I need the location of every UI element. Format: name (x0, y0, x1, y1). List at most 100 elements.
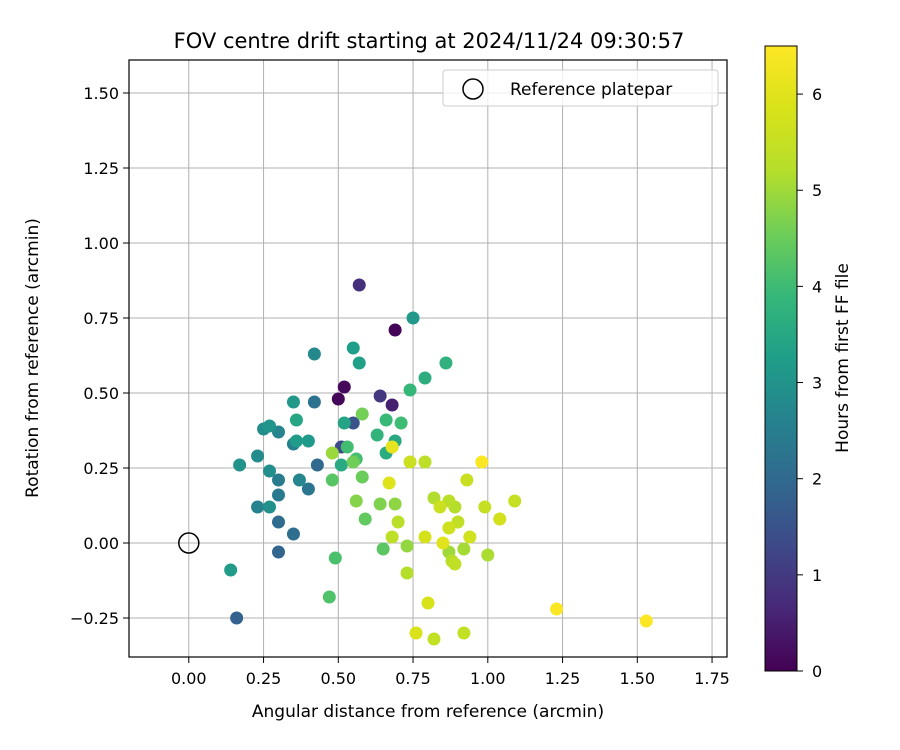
data-point (460, 473, 474, 487)
legend: Reference platepar (442, 69, 719, 107)
data-point (349, 494, 363, 508)
data-point (481, 548, 495, 562)
data-points (178, 278, 653, 646)
data-point (352, 278, 366, 292)
data-point (385, 530, 399, 544)
data-point (230, 611, 244, 625)
data-point (340, 440, 354, 454)
y-tick-label: 0.25 (83, 459, 119, 478)
data-point (391, 515, 405, 529)
data-point (418, 371, 432, 385)
data-point (478, 500, 492, 514)
data-point (409, 626, 423, 640)
colorbar-tick-label: 2 (812, 470, 822, 489)
data-point (373, 389, 387, 403)
data-point (263, 500, 277, 514)
data-point (403, 455, 417, 469)
data-point (334, 458, 348, 472)
x-tick-label: 0.25 (246, 669, 282, 688)
data-point (550, 602, 564, 616)
x-axis-ticks: 0.00 0.25 0.50 0.75 1.00 1.25 1.50 1.75 (171, 657, 730, 688)
legend-label-reference: Reference platepar (510, 80, 672, 100)
chart-title: FOV centre drift starting at 2024/11/24 … (174, 29, 685, 53)
y-tick-label: 1.50 (83, 84, 119, 103)
data-point (475, 455, 489, 469)
colorbar-tick-label: 1 (812, 566, 822, 585)
colorbar-tick-label: 6 (812, 85, 822, 104)
grid-lines (129, 60, 727, 657)
data-point (328, 551, 342, 565)
data-point (418, 530, 432, 544)
legend-box (442, 69, 719, 107)
data-point (272, 515, 285, 529)
data-point (355, 470, 369, 484)
data-point (379, 413, 393, 427)
y-axis-label: Rotation from reference (arcmin) (23, 218, 43, 498)
y-tick-label: 0.75 (83, 309, 119, 328)
data-point (263, 419, 277, 433)
data-point (385, 398, 399, 412)
data-point (388, 497, 402, 511)
colorbar-tick-label: 3 (812, 374, 822, 393)
data-point (331, 392, 345, 406)
data-point (439, 356, 453, 370)
y-tick-label: 1.25 (83, 159, 119, 178)
data-point (337, 416, 351, 430)
colorbar-label: Hours from first FF file (833, 263, 853, 453)
data-point (286, 527, 300, 541)
data-point (457, 626, 471, 640)
data-point (376, 542, 390, 556)
data-point (406, 311, 420, 325)
data-point (307, 395, 321, 409)
data-point (427, 632, 441, 646)
legend-marker-reference (462, 78, 484, 100)
data-point (388, 323, 402, 337)
data-point (322, 590, 336, 604)
data-point (263, 464, 277, 478)
data-point (508, 494, 522, 508)
data-point (355, 407, 369, 421)
data-point (400, 539, 414, 553)
data-point (382, 476, 396, 490)
data-point (292, 473, 306, 487)
x-tick-label: 0.75 (395, 669, 431, 688)
colorbar-tick-label: 5 (812, 181, 822, 200)
data-point (639, 614, 653, 628)
colorbar (764, 45, 798, 672)
data-point (436, 536, 450, 550)
data-point (272, 473, 285, 487)
data-point (286, 395, 300, 409)
y-axis-ticks: −0.25 0.00 0.25 0.50 0.75 1.00 1.25 1.50 (70, 84, 129, 628)
x-tick-label: 1.00 (470, 669, 506, 688)
data-point (400, 566, 414, 580)
data-point (373, 497, 387, 511)
data-point (457, 542, 471, 556)
x-axis-label: Angular distance from reference (arcmin) (252, 702, 604, 722)
data-point (433, 500, 447, 514)
data-point (346, 455, 360, 469)
data-point (370, 428, 384, 442)
data-point (325, 446, 339, 460)
data-point (448, 557, 462, 571)
reference-platepar-marker (178, 532, 200, 554)
data-point (337, 380, 351, 394)
data-point (358, 512, 372, 526)
data-point (224, 563, 238, 577)
data-point (301, 482, 315, 496)
data-point (251, 449, 265, 463)
data-point (307, 347, 321, 361)
y-tick-label: 0.50 (83, 384, 119, 403)
data-point (325, 473, 339, 487)
data-point (442, 521, 456, 535)
y-tick-label: 0.00 (83, 534, 119, 553)
data-point (346, 416, 360, 430)
data-point (233, 458, 247, 472)
data-point (385, 440, 399, 454)
data-point (463, 530, 477, 544)
x-tick-label: 1.75 (694, 669, 730, 688)
data-point (421, 596, 435, 610)
x-tick-label: 0.50 (320, 669, 356, 688)
y-tick-label: 1.00 (83, 234, 119, 253)
x-tick-label: 0.00 (171, 669, 207, 688)
colorbar-ticks: 0 1 2 3 4 5 6 (797, 85, 822, 681)
